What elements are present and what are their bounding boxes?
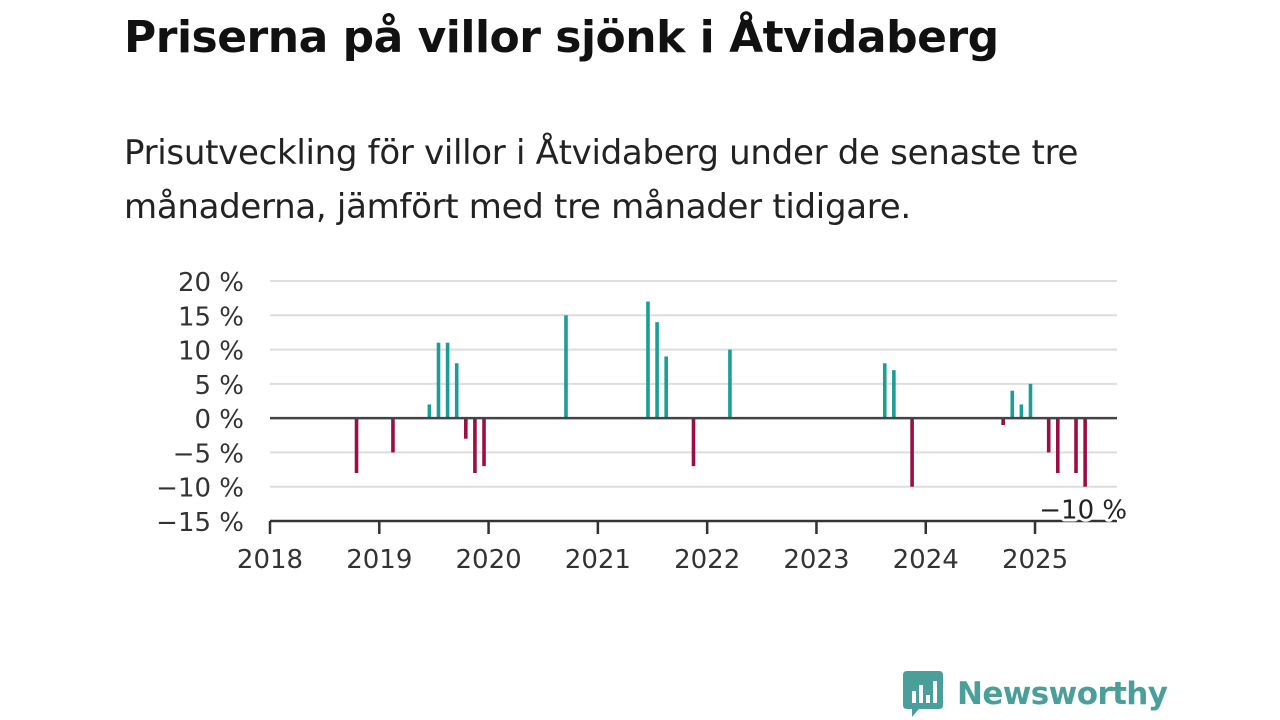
bar <box>482 418 486 467</box>
bar <box>1019 404 1024 419</box>
bar <box>655 322 659 419</box>
y-tick-label: 20 % <box>178 268 244 298</box>
y-tick-label: 0 % <box>194 405 244 435</box>
bar <box>445 342 450 419</box>
bar <box>691 418 696 467</box>
bar <box>1028 383 1033 419</box>
bar <box>1083 418 1087 487</box>
chart-subtitle: Prisutveckling för villor i Åtvidaberg u… <box>124 133 1079 227</box>
bar <box>646 301 650 419</box>
chart-title: Priserna på villor sjönk i Åtvidaberg <box>124 12 999 63</box>
value-annotation: −10 % <box>1039 496 1127 526</box>
bar <box>882 363 887 419</box>
bar <box>427 404 432 419</box>
x-tick-label: 2021 <box>565 545 631 575</box>
bar-chart: 20 % 15 % 10 % 5 % 0 % −5 % −10 % −15 % 2018 2019… <box>156 268 1128 575</box>
bar <box>454 363 459 419</box>
x-tick-label: 2024 <box>893 545 959 575</box>
newsworthy-logo: Newsworthy <box>903 670 1168 718</box>
x-tick-label: 2020 <box>455 545 521 575</box>
bar <box>1074 418 1078 473</box>
x-tick-label: 2018 <box>237 545 303 575</box>
bar <box>354 418 359 473</box>
bar <box>892 370 896 419</box>
x-tick-label: 2022 <box>674 545 740 575</box>
bar <box>1046 418 1051 453</box>
y-tick-label: 10 % <box>178 337 244 367</box>
bar <box>1001 418 1005 425</box>
y-tick-label: −5 % <box>173 439 244 469</box>
bar <box>464 418 468 439</box>
bar <box>1010 390 1015 419</box>
bar <box>910 418 914 487</box>
y-tick-label: 5 % <box>194 371 244 401</box>
bar <box>391 418 395 453</box>
bar <box>728 349 732 419</box>
x-tick-label: 2023 <box>783 545 849 575</box>
brand-name: Newsworthy <box>957 676 1168 712</box>
bar <box>664 356 668 419</box>
bar-chart-speech-bubble-icon <box>903 671 943 717</box>
y-tick-label: −10 % <box>156 474 244 504</box>
y-tick-label: −15 % <box>156 508 244 538</box>
y-tick-label: 15 % <box>178 302 244 332</box>
bar <box>436 342 441 419</box>
bar <box>564 315 568 419</box>
x-tick-label: 2019 <box>346 545 412 575</box>
bar <box>473 418 477 473</box>
x-tick-label: 2025 <box>1002 545 1068 575</box>
bar <box>1056 418 1060 473</box>
